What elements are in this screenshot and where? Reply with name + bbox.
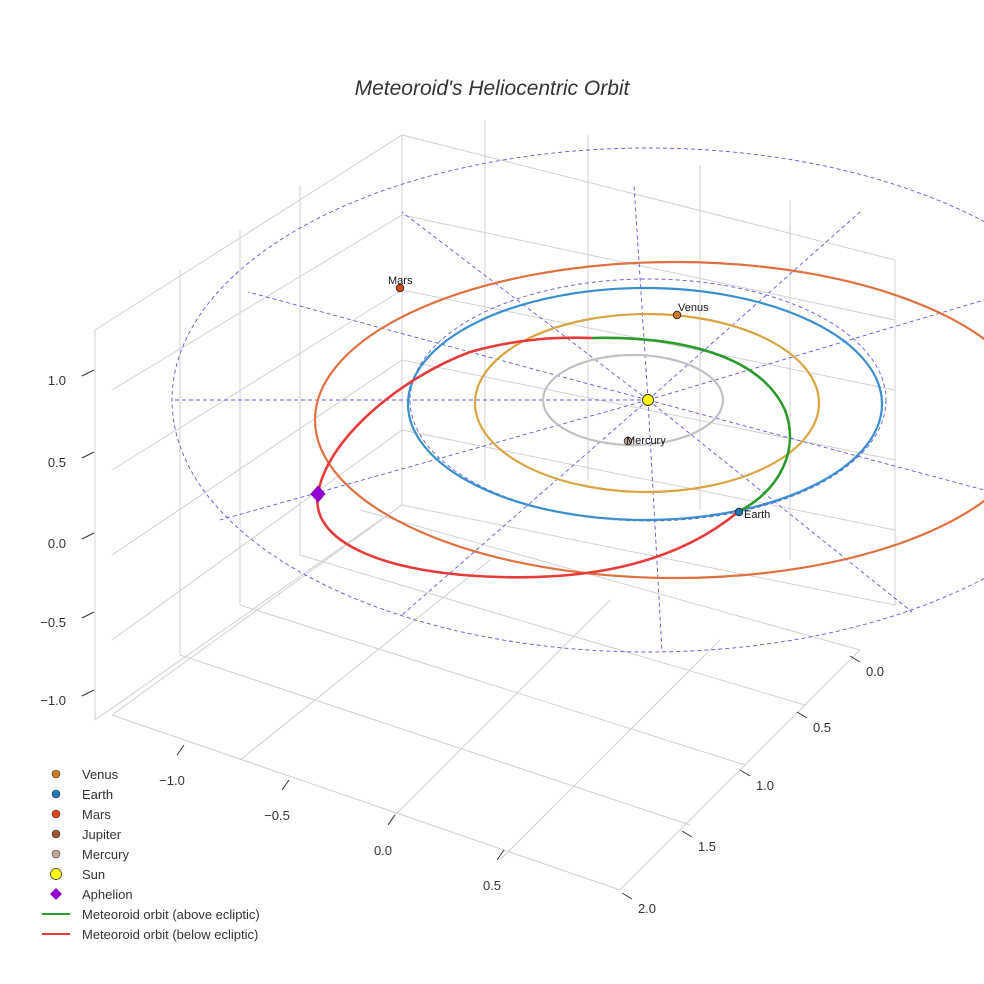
- y-tick-label: 0.0: [866, 664, 884, 679]
- y-tick-label: 2.0: [638, 901, 656, 916]
- venus-marker: [672, 310, 682, 320]
- x-tick-mark: [281, 779, 290, 791]
- legend-label: Meteoroid orbit (above ecliptic): [82, 907, 260, 922]
- sun-marker: [642, 394, 654, 406]
- reference-spoke: [647, 399, 913, 613]
- grid-line: [389, 599, 611, 821]
- legend-symbol: [51, 849, 61, 859]
- x-tick-mark: [496, 849, 505, 861]
- earth-label: Earth: [744, 509, 770, 521]
- y-tick-label: 1.0: [756, 778, 774, 793]
- legend-label: Meteoroid orbit (below ecliptic): [82, 927, 258, 942]
- legend-symbol: [50, 888, 62, 900]
- grid-line: [94, 134, 403, 331]
- legend-symbol: [51, 769, 61, 779]
- earth-marker: [734, 507, 744, 517]
- legend: Venus Earth Mars Jupiter Mercury Sun Aphelion M…: [42, 767, 260, 942]
- legend-label: Aphelion: [82, 887, 133, 902]
- grid-line: [401, 134, 896, 261]
- reference-spoke: [647, 211, 861, 401]
- grid-line: [111, 714, 621, 891]
- z-tick-label: 0.5: [48, 455, 66, 470]
- legend-symbol: [51, 829, 61, 839]
- mercury-marker: [623, 436, 633, 446]
- grid-line: [239, 559, 491, 761]
- reference-spoke: [647, 399, 663, 653]
- x-tick-label: 0.0: [374, 843, 392, 858]
- grid-line: [111, 214, 403, 391]
- reference-spoke: [219, 399, 649, 521]
- legend-symbol: [50, 868, 62, 880]
- orbit-mars: [314, 260, 984, 580]
- reference-spoke: [647, 299, 984, 401]
- reference-spoke: [633, 184, 649, 401]
- z-tick-label: 0.0: [48, 536, 66, 551]
- x-tick-label: −0.5: [264, 808, 290, 823]
- chart-title: Meteoroid's Heliocentric Orbit: [355, 77, 631, 100]
- reference-grid: [171, 147, 984, 653]
- y-tick-mark: [739, 769, 751, 777]
- meteoroid-orbit-above: [591, 336, 792, 514]
- z-tick-mark: [81, 532, 95, 540]
- z-tick-mark: [81, 689, 95, 697]
- z-tick-label: −1.0: [40, 693, 66, 708]
- grid-line: [111, 359, 403, 556]
- legend-label: Earth: [82, 787, 113, 802]
- meteoroid-orbit: [316, 336, 792, 579]
- grid-line: [359, 509, 861, 651]
- mars-label: Mars: [388, 275, 413, 287]
- y-tick-label: 1.5: [698, 839, 716, 854]
- legend-symbol: [51, 809, 61, 819]
- meteoroid-orbit-below: [316, 336, 739, 579]
- axis-ticks: 1.0 0.5 0.0 −0.5 −1.0 −1.0 −0.5 0.0 0.5 0.0 0.5 1.0…: [40, 369, 884, 916]
- grid-line: [111, 504, 403, 716]
- grid-line: [401, 429, 896, 531]
- x-tick-label: −1.0: [159, 773, 185, 788]
- grid-line: [239, 604, 746, 766]
- legend-symbol: [51, 789, 61, 799]
- x-tick-mark: [176, 744, 185, 756]
- plot-box: [94, 120, 896, 891]
- venus-label: Venus: [678, 302, 709, 314]
- body-markers: Mars Venus Mercury Earth: [310, 275, 770, 521]
- grid-line: [111, 289, 403, 471]
- grid-line: [179, 654, 691, 826]
- legend-label: Sun: [82, 867, 105, 882]
- grid-line: [401, 504, 896, 606]
- x-tick-mark: [387, 814, 396, 826]
- z-tick-mark: [81, 451, 95, 459]
- reference-ellipse-outer: [171, 147, 984, 653]
- legend-label: Venus: [82, 767, 119, 782]
- legend-label: Mars: [82, 807, 111, 822]
- legend-label: Jupiter: [82, 827, 122, 842]
- planet-orbits: [314, 260, 984, 580]
- grid-line: [401, 214, 896, 321]
- z-tick-mark: [81, 611, 95, 619]
- z-tick-mark: [81, 369, 95, 377]
- grid-line: [111, 429, 403, 641]
- reference-spoke: [247, 291, 649, 401]
- aphelion-marker: [310, 485, 326, 503]
- grid-line: [94, 504, 403, 721]
- y-tick-mark: [849, 655, 861, 663]
- y-tick-label: 0.5: [813, 720, 831, 735]
- y-tick-mark: [796, 711, 808, 719]
- reference-spoke: [401, 399, 649, 616]
- reference-spoke: [647, 399, 984, 491]
- reference-spoke: [401, 211, 649, 401]
- grid-line: [499, 639, 721, 861]
- grid-line: [299, 554, 806, 706]
- mars-marker: [395, 283, 405, 293]
- z-tick-label: 1.0: [48, 373, 66, 388]
- legend-label: Mercury: [82, 847, 129, 862]
- orbit-mercury: [541, 353, 725, 447]
- mercury-label: Mercury: [626, 435, 666, 447]
- orbit-venus: [473, 312, 821, 494]
- x-tick-label: 0.5: [483, 878, 501, 893]
- orbit-earth: [406, 286, 884, 522]
- y-tick-mark: [681, 830, 693, 838]
- z-tick-label: −0.5: [40, 615, 66, 630]
- y-tick-mark: [621, 892, 633, 900]
